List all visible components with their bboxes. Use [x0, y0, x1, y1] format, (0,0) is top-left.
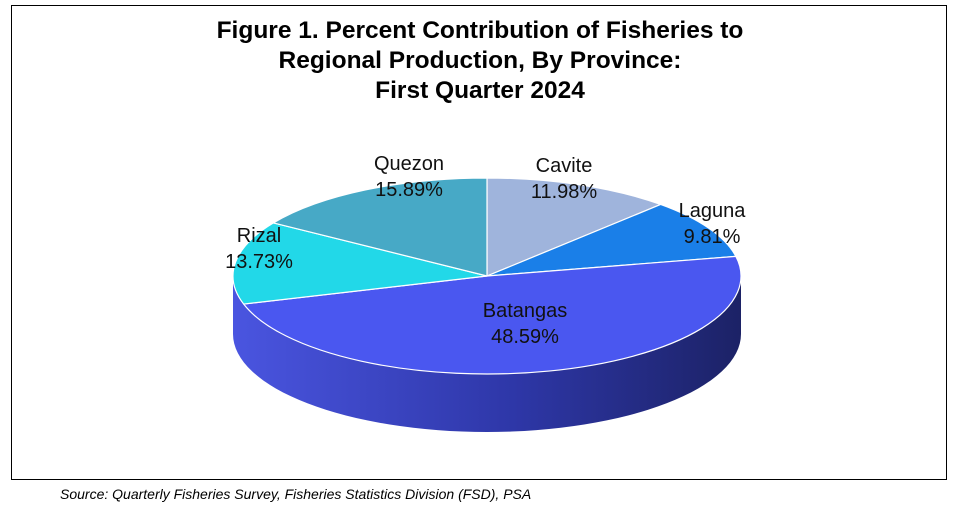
- slice-label-laguna-value: 9.81%: [684, 226, 741, 248]
- pie-slice-rizal: [232, 222, 488, 305]
- slice-label-batangas-name: Batangas: [483, 300, 568, 322]
- slice-label-laguna-name: Laguna: [679, 200, 747, 222]
- source-note: Source: Quarterly Fisheries Survey, Fish…: [60, 486, 532, 502]
- pie-slice-quezon: [272, 177, 488, 277]
- chart-frame: Figure 1. Percent Contribution of Fisher…: [11, 5, 947, 480]
- slice-label-quezon-value: 15.89%: [375, 179, 443, 201]
- pie-slice-cavite: [486, 177, 662, 277]
- pie-chart: Cavite 11.98% Laguna 9.81% Batangas 48.59% Riz…: [225, 153, 747, 432]
- pie-slice-laguna: [486, 203, 737, 277]
- slice-label-batangas-value: 48.59%: [491, 326, 559, 348]
- slice-label-rizal-name: Rizal: [237, 225, 281, 247]
- chart-title-line-3: First Quarter 2024: [375, 77, 585, 104]
- pie-slice-batangas: [243, 255, 742, 375]
- slice-label-cavite-name: Cavite: [536, 155, 593, 177]
- chart-title: Figure 1. Percent Contribution of Fisher…: [12, 16, 948, 106]
- chart-title-line-2: Regional Production, By Province:: [278, 47, 682, 74]
- chart-title-line-1: Figure 1. Percent Contribution of Fisher…: [216, 17, 744, 44]
- slice-label-rizal-value: 13.73%: [225, 251, 293, 273]
- slice-label-quezon-name: Quezon: [374, 153, 444, 175]
- pie-side-wall: [233, 276, 741, 432]
- slice-label-cavite-value: 11.98%: [531, 181, 598, 203]
